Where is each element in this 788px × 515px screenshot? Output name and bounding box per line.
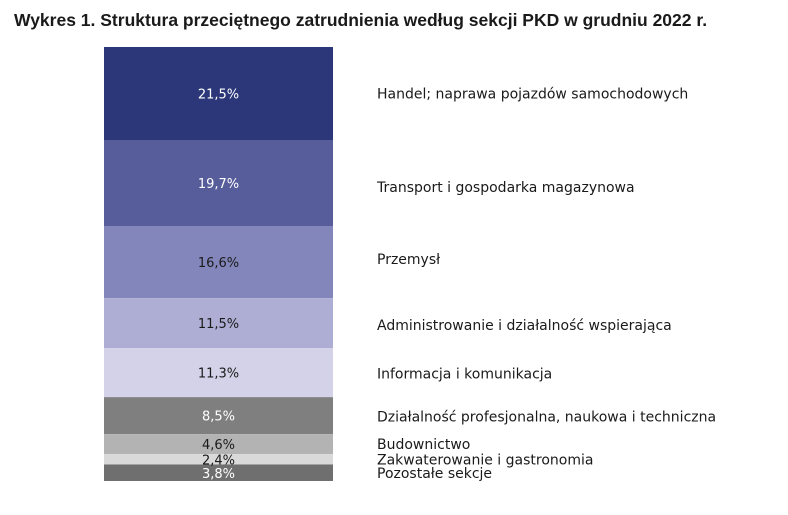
bar-segment-3 <box>104 225 333 299</box>
data-label-5: 11,3% <box>198 367 239 382</box>
category-label-8: Zakwaterowanie i gastronomia <box>377 452 593 468</box>
category-label-5: Informacja i komunikacja <box>377 367 552 383</box>
bar-segment-4 <box>104 298 333 349</box>
data-label-1: 21,5% <box>198 88 239 103</box>
chart-title: Wykres 1. Struktura przeciętnego zatrudn… <box>14 10 708 30</box>
bar-segment-8 <box>104 454 333 465</box>
category-label-9: Pozostałe sekcje <box>377 466 492 482</box>
bar-segment-9 <box>104 464 333 481</box>
data-label-3: 16,6% <box>198 256 239 271</box>
data-label-4: 11,5% <box>198 317 239 332</box>
data-label-8: 2,4% <box>202 453 235 468</box>
category-label-3: Przemysł <box>377 252 440 268</box>
category-label-2: Transport i gospodarka magazynowa <box>376 180 635 196</box>
data-label-7: 4,6% <box>202 438 235 453</box>
data-label-9: 3,8% <box>202 467 235 482</box>
bar-segment-2 <box>104 140 333 226</box>
category-label-1: Handel; naprawa pojazdów samochodowych <box>377 87 688 103</box>
bar-segment-1 <box>104 47 333 141</box>
data-label-6: 8,5% <box>202 410 235 425</box>
category-label-7: Budownictwo <box>377 437 470 453</box>
data-label-2: 19,7% <box>198 177 239 192</box>
bar-segment-7 <box>104 434 333 455</box>
category-label-6: Działalność profesjonalna, naukowa i tec… <box>377 410 716 426</box>
bar-segment-5 <box>104 348 333 398</box>
category-label-4: Administrowanie i działalność wspierając… <box>377 318 672 334</box>
bar-segment-6 <box>104 397 333 435</box>
